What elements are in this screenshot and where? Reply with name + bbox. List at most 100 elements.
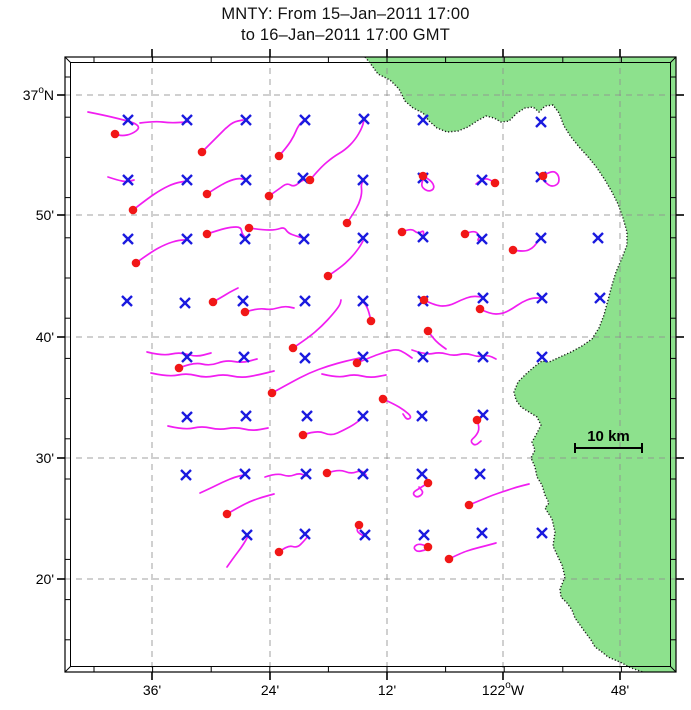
trajectory-end-dot: [298, 430, 308, 440]
grid-point-x-marker: [238, 351, 250, 363]
grid-point-x-marker: [240, 410, 252, 422]
drifter-trajectory: [346, 179, 365, 224]
trajectory-end-dot: [423, 542, 433, 552]
grid-point-x-marker: [417, 351, 429, 363]
trajectory-end-dot: [419, 295, 429, 305]
drifter-trajectory: [542, 170, 560, 187]
drifter-trajectory: [278, 119, 305, 157]
land-layer: [364, 56, 676, 673]
trajectory-end-dot: [202, 229, 212, 239]
tick-label: 48': [611, 682, 629, 698]
grid-point-x-marker: [122, 114, 134, 126]
drifter-trajectory: [139, 120, 188, 124]
grid-point-x-marker: [535, 232, 547, 244]
drifter-trajectory: [321, 373, 387, 378]
trajectory-end-dot: [472, 415, 482, 425]
drifter-trajectory: [309, 119, 365, 181]
grid-point-x-marker: [181, 351, 193, 363]
grid-point-x-marker: [477, 292, 489, 304]
grid-point-x-marker: [239, 233, 251, 245]
drifter-trajectory: [470, 419, 482, 446]
trajectory-end-dot: [267, 388, 277, 398]
drifter-trajectory: [423, 295, 483, 307]
grid-point-x-marker: [357, 410, 369, 422]
tick-label: 36': [143, 682, 161, 698]
grid-point-x-marker: [181, 114, 193, 126]
trajectory-end-dot: [460, 229, 470, 239]
grid-point-x-marker: [417, 114, 429, 126]
trajectory-end-dot: [423, 326, 433, 336]
trajectory-end-dot: [538, 171, 548, 181]
trajectory-end-dot: [352, 358, 362, 368]
grid-point-x-marker: [418, 529, 430, 541]
dot-layer: [110, 129, 548, 564]
plot-title-line2: to 16–Jan–2011 17:00 GMT: [240, 26, 451, 44]
drifter-trajectory: [248, 227, 304, 239]
grid-point-x-marker: [240, 114, 252, 126]
drifter-trajectory: [292, 299, 342, 349]
drifter-trajectory: [167, 425, 269, 431]
map-frame: [64, 56, 677, 673]
grid-point-x-marker: [357, 174, 369, 186]
tick-label: 50': [36, 207, 54, 223]
grid-point-x-marker: [122, 174, 134, 186]
drifter-trajectory: [150, 370, 275, 378]
drifter-trajectory: [201, 119, 244, 153]
grid-point-x-marker: [357, 232, 369, 244]
grid-point-x-marker: [181, 233, 193, 245]
grid-point-x-marker: [416, 410, 428, 422]
trajectory-end-dot: [244, 223, 254, 233]
trajectory-end-dot: [475, 304, 485, 314]
grid-point-x-marker: [299, 114, 311, 126]
drifter-trajectory: [271, 357, 361, 394]
drifter-trajectory: [382, 398, 412, 420]
trajectory-end-dot: [131, 258, 141, 268]
trajectory-end-dot: [444, 554, 454, 564]
drifter-trajectory: [135, 239, 189, 264]
trajectory-end-dot: [222, 509, 232, 519]
drifter-trajectory: [268, 178, 308, 197]
grid-layer: [65, 57, 676, 672]
scale-bar: 10 km: [574, 428, 643, 453]
tick-label: 24': [261, 682, 279, 698]
drifter-trajectory: [212, 287, 239, 303]
drifter-trajectory: [412, 482, 429, 498]
grid-point-x-marker: [417, 231, 429, 243]
grid-point-x-marker: [416, 468, 428, 480]
tick-label: 37oN: [23, 85, 54, 103]
trajectory-end-dot: [208, 297, 218, 307]
grid-point-x-marker: [121, 295, 133, 307]
trajectory-end-dot: [305, 175, 315, 185]
trajectory-end-dot: [378, 394, 388, 404]
drifter-trajectory: [302, 417, 363, 436]
tick-label: 12': [378, 682, 396, 698]
grid-point-x-marker: [535, 116, 547, 128]
drifter-trajectory: [226, 535, 249, 568]
drifter-trajectory: [264, 473, 307, 478]
grid-point-x-marker: [592, 232, 604, 244]
drifter-trajectory: [479, 297, 541, 315]
grid-point-x-marker: [181, 411, 193, 423]
trajectory-end-dot: [274, 151, 284, 161]
drifter-trajectory: [206, 226, 247, 239]
trajectory-end-dot: [174, 363, 184, 373]
grid-point-x-marker: [536, 527, 548, 539]
trajectory-end-dot: [197, 147, 207, 157]
trajectory-end-dot: [366, 316, 376, 326]
trajectory-end-dot: [264, 191, 274, 201]
grid-point-x-marker: [357, 468, 369, 480]
drifter-trajectory: [278, 535, 309, 553]
frame-inner: [70, 62, 671, 667]
grid-point-x-marker: [179, 297, 191, 309]
trajectory-end-dot: [110, 129, 120, 139]
drifter-trajectory: [327, 240, 364, 277]
plot-title-line1: MNTY: From 15–Jan–2011 17:00: [221, 5, 470, 23]
trajectory-end-dot: [288, 343, 298, 353]
frame-corner: [670, 56, 677, 63]
trajectory-end-dot: [508, 245, 518, 255]
frame-corner: [64, 666, 71, 673]
drifter-trajectory: [199, 474, 245, 494]
grid-point-x-marker: [181, 174, 193, 186]
drifter-trajectory: [146, 351, 212, 357]
